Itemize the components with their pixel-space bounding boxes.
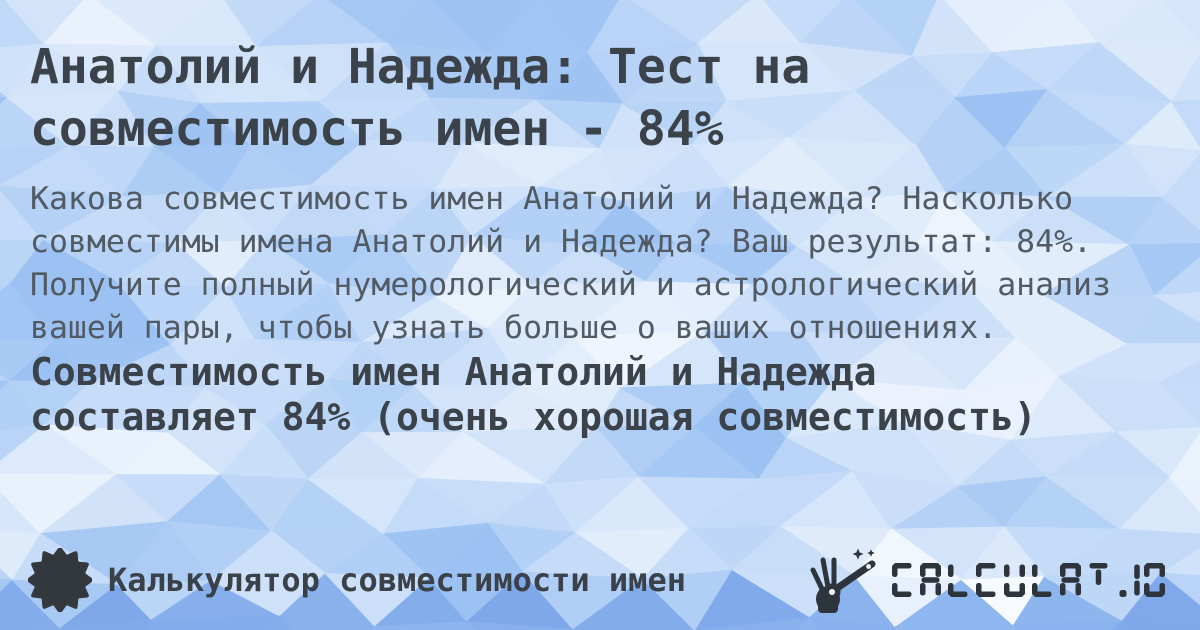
- calculatio-logo-text: [892, 563, 1165, 597]
- magic-wand-hand-icon: [810, 548, 876, 613]
- page-description: Какова совместимость имен Анатолий и Над…: [30, 181, 1130, 346]
- footer-site: Калькулятор совместимости имен: [28, 548, 686, 612]
- starburst-icon: [28, 548, 92, 612]
- result-line: Совместимость имен Анатолий и Надежда со…: [30, 350, 1037, 439]
- page-title: Анатолий и Надежда: Тест на совместимост…: [30, 39, 840, 157]
- calculatio-logo: [806, 545, 1172, 615]
- site-label: Калькулятор совместимости имен: [108, 561, 686, 599]
